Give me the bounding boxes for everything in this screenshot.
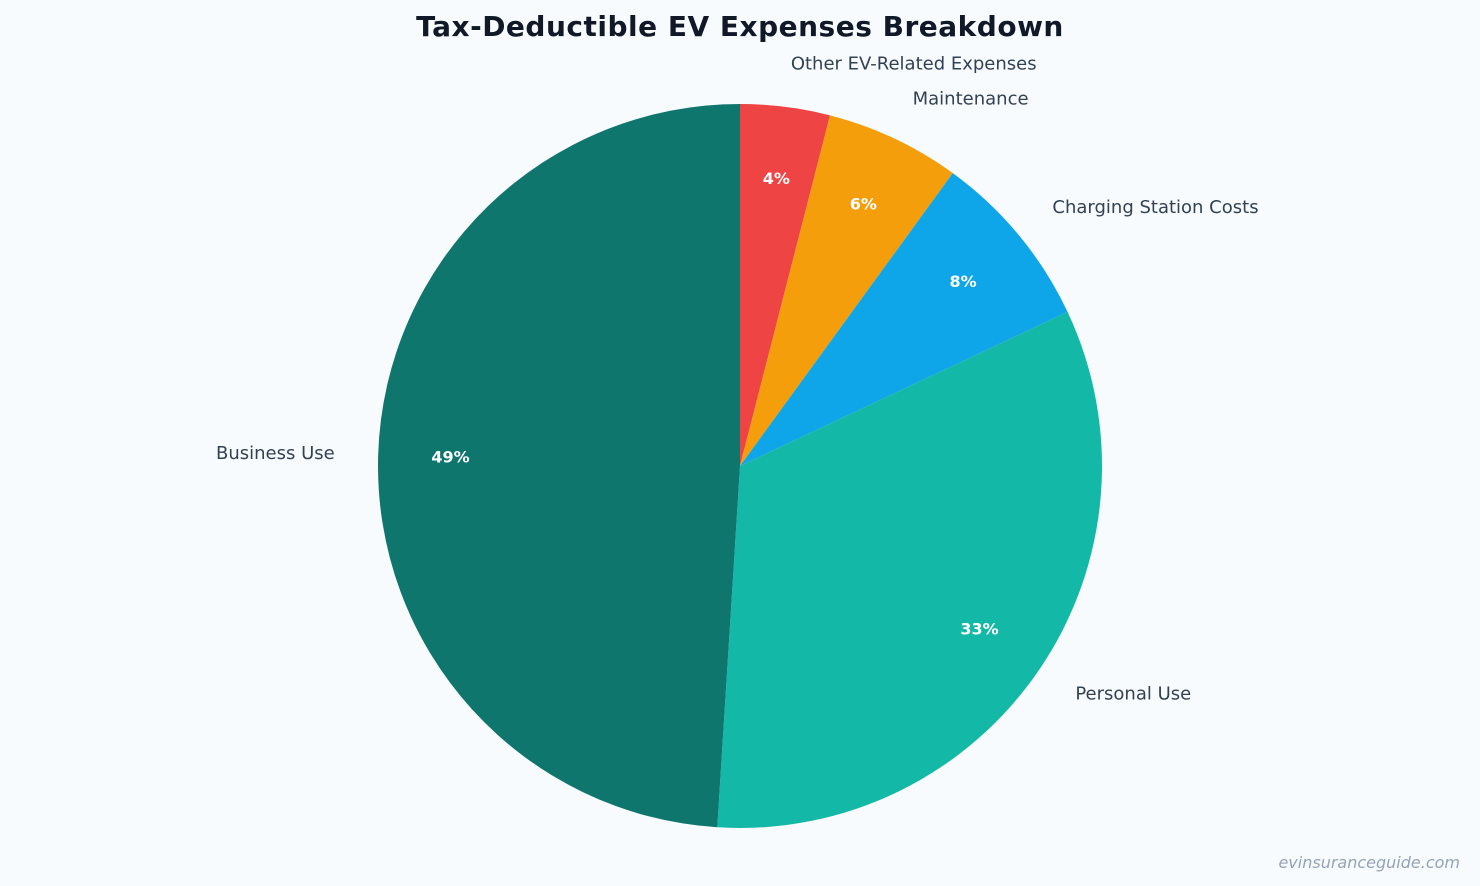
- pct-label-business-use: 49%: [431, 447, 469, 466]
- pct-label-maintenance: 6%: [850, 194, 877, 213]
- pie-slice-personal-use: [717, 311, 1102, 829]
- category-label-other-ev-related-expenses: Other EV-Related Expenses: [791, 53, 1037, 74]
- category-label-charging-station-costs: Charging Station Costs: [1052, 197, 1258, 218]
- watermark: evinsuranceguide.com: [1278, 853, 1460, 872]
- pie-slice-maintenance: [740, 115, 953, 466]
- chart-title: Tax-Deductible EV Expenses Breakdown: [416, 10, 1064, 43]
- pie-slice-business-use: [377, 104, 740, 828]
- pie-slice-other-ev-related-expenses: [740, 104, 831, 466]
- category-label-personal-use: Personal Use: [1075, 683, 1191, 704]
- pie-slice-charging-station-costs: [740, 173, 1068, 466]
- pct-label-personal-use: 33%: [960, 619, 998, 638]
- category-label-maintenance: Maintenance: [913, 89, 1029, 110]
- pct-label-charging-station-costs: 8%: [950, 272, 977, 291]
- category-label-business-use: Business Use: [216, 443, 335, 464]
- pct-label-other-ev-related-expenses: 4%: [763, 169, 790, 188]
